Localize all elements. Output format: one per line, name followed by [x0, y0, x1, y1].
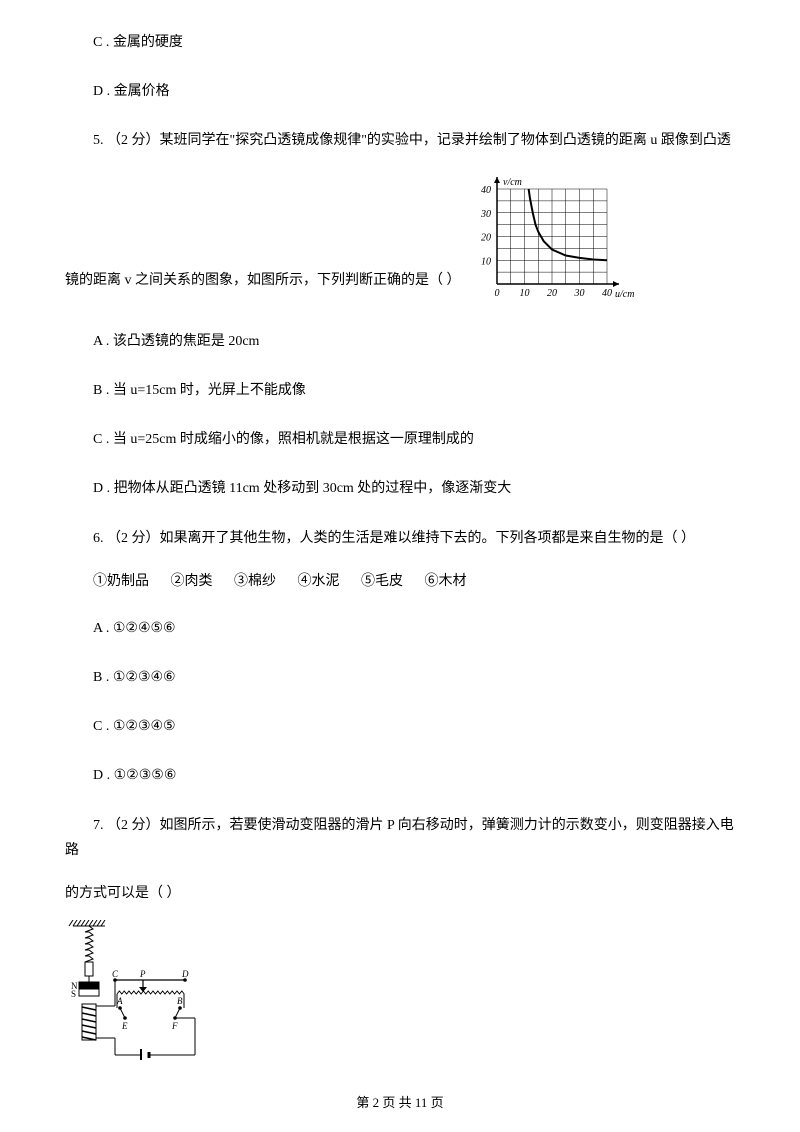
q5-option-a: A . 该凸透镜的焦距是 20cm [93, 329, 735, 354]
q6-item: ③棉纱 [234, 574, 276, 589]
svg-text:40: 40 [481, 185, 491, 196]
q6-item: ①奶制品 [93, 574, 149, 589]
q4-option-c: C . 金属的硬度 [93, 30, 735, 55]
q6-item: ⑤毛皮 [361, 574, 403, 589]
q6-item: ④水泥 [298, 574, 340, 589]
svg-text:20: 20 [481, 232, 491, 243]
q6-option-b: B . ①②③④⑥ [93, 665, 735, 690]
svg-text:30: 30 [573, 288, 584, 299]
q5-stem-line2: 镜的距离 v 之间关系的图象，如图所示，下列判断正确的是（ ） [65, 268, 461, 293]
svg-text:10: 10 [481, 256, 491, 267]
q7-stem-line2: 的方式可以是（ ） [65, 881, 735, 906]
svg-text:u/cm: u/cm [615, 289, 634, 300]
q5-option-d: D . 把物体从距凸透镜 11cm 处移动到 30cm 处的过程中，像逐渐变大 [93, 476, 735, 501]
q5-option-c: C . 当 u=25cm 时成缩小的像，照相机就是根据这一原理制成的 [93, 427, 735, 452]
q5-chart: 01020304010203040u/cmv/cm [461, 172, 639, 311]
svg-text:20: 20 [547, 288, 557, 299]
q6-item: ②肉类 [171, 574, 213, 589]
q6-option-d: D . ①②③⑤⑥ [93, 763, 735, 788]
svg-text:F: F [171, 1021, 178, 1031]
q6-stem: 6. （2 分）如果离开了其他生物，人类的生活是难以维持下去的。下列各项都是来自… [65, 526, 735, 551]
svg-text:10: 10 [519, 288, 529, 299]
q7-stem-line1: 7. （2 分）如图所示，若要使滑动变阻器的滑片 P 向右移动时，弹簧测力计的示… [65, 813, 735, 863]
svg-text:30: 30 [480, 208, 491, 219]
page-footer: 第 2 页 共 11 页 [0, 1091, 800, 1114]
q6-option-c: C . ①②③④⑤ [93, 714, 735, 739]
svg-text:P: P [139, 969, 146, 979]
q6-item: ⑥木材 [425, 574, 467, 589]
svg-text:C: C [112, 969, 119, 979]
q5-option-b: B . 当 u=15cm 时，光屏上不能成像 [93, 378, 735, 403]
q6-option-a: A . ①②④⑤⑥ [93, 616, 735, 641]
svg-text:D: D [181, 969, 189, 979]
svg-text:0: 0 [494, 288, 499, 299]
q7-circuit: NSCPDABEF [65, 914, 735, 1069]
svg-text:40: 40 [602, 288, 612, 299]
svg-text:S: S [71, 989, 76, 999]
svg-text:v/cm: v/cm [503, 177, 522, 188]
svg-text:E: E [121, 1021, 128, 1031]
svg-text:B: B [177, 996, 183, 1006]
q5-stem-line1: 5. （2 分）某班同学在"探究凸透镜成像规律"的实验中，记录并绘制了物体到凸透… [65, 128, 735, 153]
q4-option-d: D . 金属价格 [93, 79, 735, 104]
q6-items: ①奶制品 ②肉类 ③棉纱 ④水泥 ⑤毛皮 ⑥木材 [93, 569, 735, 594]
